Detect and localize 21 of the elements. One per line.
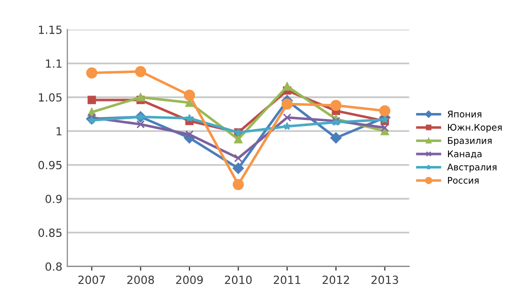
- legend-label: Бразилия: [448, 137, 492, 146]
- legend-label: Канада: [448, 150, 482, 158]
- y-tick-label: 0.9: [46, 194, 62, 204]
- y-tick-label: 1.05: [38, 93, 62, 102]
- y-tick-label: 0.85: [38, 228, 62, 237]
- x-tick-label: 2012: [322, 276, 349, 284]
- x-tick-label: 2013: [371, 276, 398, 284]
- x-tick-label: 2009: [176, 276, 203, 284]
- x-tick-label: 2007: [78, 276, 105, 284]
- x-tick-label: 2008: [127, 276, 154, 284]
- y-tick-label: 1.1: [46, 60, 62, 68]
- legend-label: Южн.Корея: [448, 124, 502, 132]
- y-tick-label: 0.8: [46, 262, 62, 271]
- x-tick-label: 2010: [224, 276, 252, 284]
- legend-label: Япония: [448, 110, 482, 118]
- y-tick-label: 1.15: [38, 26, 62, 34]
- x-tick-label: 2011: [274, 276, 300, 284]
- legend-label: Россия: [448, 177, 479, 184]
- legend-label: Австралия: [447, 164, 496, 172]
- y-tick-label: 0.95: [38, 160, 62, 170]
- y-tick-label: 1: [56, 127, 62, 136]
